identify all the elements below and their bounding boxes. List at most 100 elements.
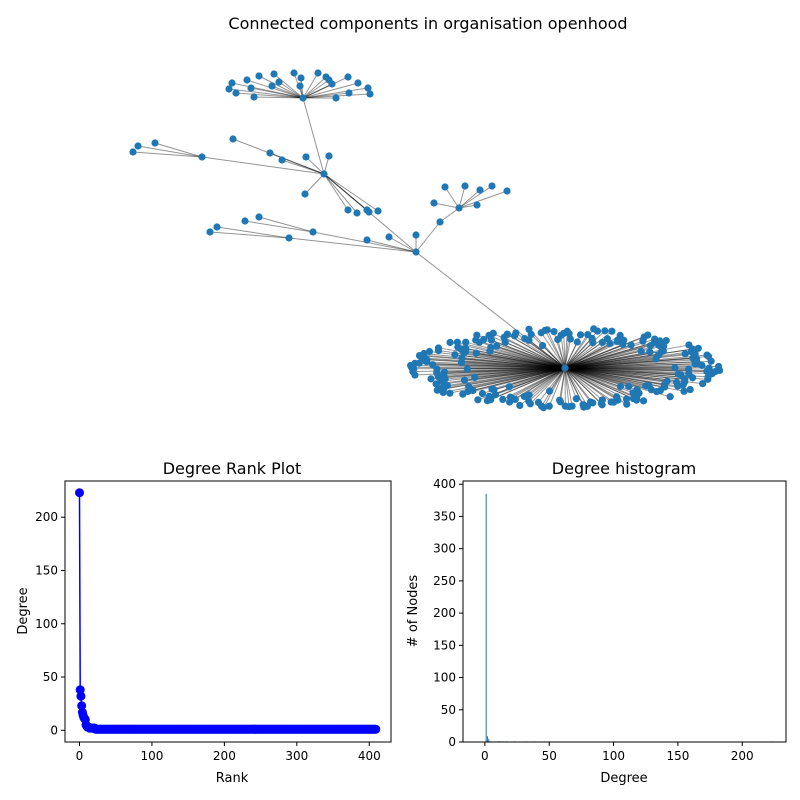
network-edge	[269, 152, 325, 175]
network-edge	[509, 367, 566, 388]
network-node	[478, 389, 487, 398]
network-edge	[461, 357, 566, 369]
network-edge	[564, 367, 612, 403]
network-node	[686, 385, 694, 394]
network-edge	[507, 333, 566, 369]
network-edge	[432, 364, 566, 369]
network-node	[606, 339, 614, 348]
network-node	[241, 217, 249, 225]
network-node	[474, 396, 482, 404]
network-node	[671, 364, 679, 372]
network-edge	[454, 354, 566, 369]
network-node	[328, 80, 336, 88]
network-edge	[253, 96, 304, 99]
network-node	[446, 338, 454, 347]
network-node	[525, 336, 533, 344]
rank-x-tick-label: 300	[285, 749, 308, 763]
rank-x-tick-label: 200	[213, 749, 236, 763]
network-node	[556, 396, 564, 404]
rank-y-tick-label: 200	[35, 510, 58, 524]
network-node	[462, 338, 470, 346]
network-edge	[468, 367, 566, 389]
histogram-frame	[462, 480, 787, 743]
rank-x-tick-label: 0	[76, 749, 84, 763]
network-edge	[564, 367, 621, 387]
network-node	[270, 70, 278, 78]
network-edge	[278, 81, 304, 99]
network-edge	[302, 72, 319, 99]
network-node	[266, 149, 274, 157]
network-node	[476, 186, 484, 194]
network-node	[471, 373, 479, 382]
hist-y-tick-label: 0	[448, 735, 456, 749]
network-node	[441, 183, 449, 191]
network-node	[345, 89, 353, 97]
network-node	[198, 153, 206, 161]
network-node	[699, 380, 707, 388]
network-edge	[564, 367, 594, 404]
network-node	[247, 84, 255, 92]
network-node	[225, 85, 233, 93]
network-edge	[302, 82, 359, 99]
network-node	[601, 327, 609, 335]
network-edge	[528, 367, 566, 402]
network-node	[561, 364, 569, 372]
histogram-ylabel: # of Nodes	[406, 575, 421, 648]
network-edge	[542, 345, 566, 369]
network-node	[666, 393, 674, 401]
hist-y-tick-label: 350	[433, 509, 456, 523]
rank-y-tick-label: 150	[35, 563, 58, 577]
network-edge	[443, 367, 566, 378]
network-edge	[438, 367, 566, 378]
network-node	[374, 207, 382, 215]
network-node	[680, 387, 688, 395]
rank-y-tick-label: 0	[50, 723, 58, 737]
network-edge	[433, 202, 460, 209]
network-edge	[509, 367, 566, 403]
network-edge	[443, 367, 566, 390]
network-edge	[496, 345, 566, 369]
network-node	[412, 231, 420, 239]
network-node	[134, 142, 142, 150]
network-node	[228, 79, 236, 87]
network-node	[302, 153, 310, 161]
network-edge	[564, 330, 613, 369]
network-node	[465, 382, 473, 391]
network-node	[460, 376, 469, 384]
network-edge	[564, 367, 637, 401]
network-edge	[461, 362, 566, 369]
network-edge	[201, 156, 325, 175]
network-node	[344, 73, 352, 81]
network-edge	[564, 367, 668, 382]
network-edge	[438, 367, 566, 389]
network-node	[629, 395, 638, 403]
network-edge	[564, 358, 657, 369]
network-edge	[302, 79, 330, 99]
network-node	[659, 347, 667, 355]
network-node	[472, 349, 480, 357]
network-edge	[564, 350, 642, 369]
network-edge	[464, 367, 566, 381]
network-edge	[563, 333, 566, 369]
network-edge	[544, 330, 566, 369]
network-edge	[564, 367, 693, 379]
network-node	[652, 355, 660, 363]
network-node	[619, 340, 627, 349]
network-edge	[438, 350, 566, 369]
network-edge	[564, 367, 585, 408]
network-node	[425, 347, 434, 356]
network-node	[412, 248, 420, 256]
network-edge	[564, 344, 689, 369]
network-edge	[505, 341, 566, 369]
network-node	[642, 382, 650, 390]
network-edge	[564, 367, 615, 403]
network-edge	[564, 364, 703, 369]
hist-y-tick-label: 50	[441, 703, 456, 717]
rank-point	[371, 724, 381, 734]
network-node	[473, 331, 481, 339]
rank-plot-frame	[64, 480, 392, 743]
network-edge	[564, 338, 571, 369]
network-node	[637, 347, 645, 355]
network-node	[580, 403, 588, 411]
